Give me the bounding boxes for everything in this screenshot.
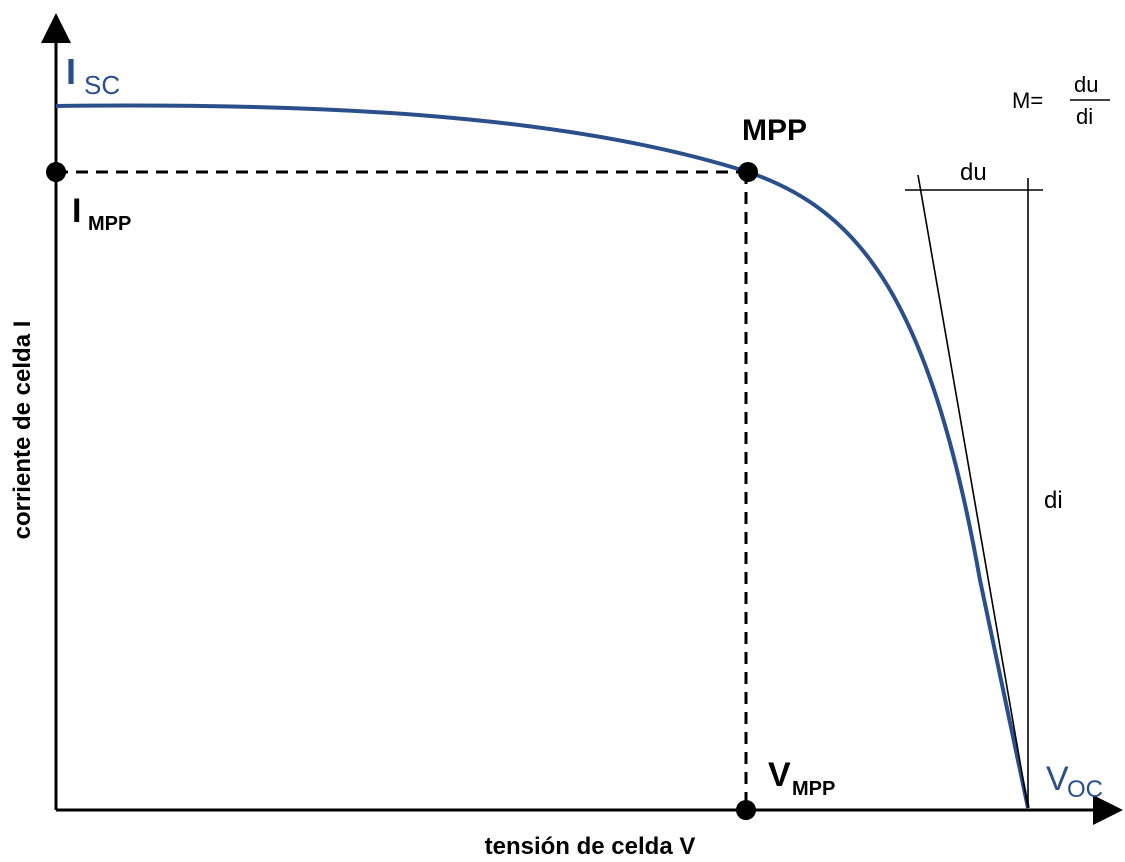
impp-point [46, 162, 66, 182]
du-label: du [960, 159, 987, 186]
mpp-label: MPP [742, 114, 807, 147]
formula-numerator: du [1074, 72, 1098, 97]
isc-label: I SC [66, 51, 120, 100]
vmpp-label: V MPP [768, 756, 835, 800]
impp-label: I MPP [72, 192, 131, 235]
formula-lhs: M= [1012, 88, 1043, 113]
iv-curve [55, 103, 1030, 809]
vmpp-point [736, 800, 756, 820]
formula-denominator: di [1076, 104, 1093, 129]
di-label: di [1044, 487, 1063, 514]
mpp-point [738, 162, 758, 182]
tangent-line [917, 174, 1029, 809]
y-axis-title: corriente de celda I [9, 321, 36, 540]
voc-label: V OC [1046, 760, 1103, 803]
x-axis-title: tensión de celda V [485, 833, 696, 860]
